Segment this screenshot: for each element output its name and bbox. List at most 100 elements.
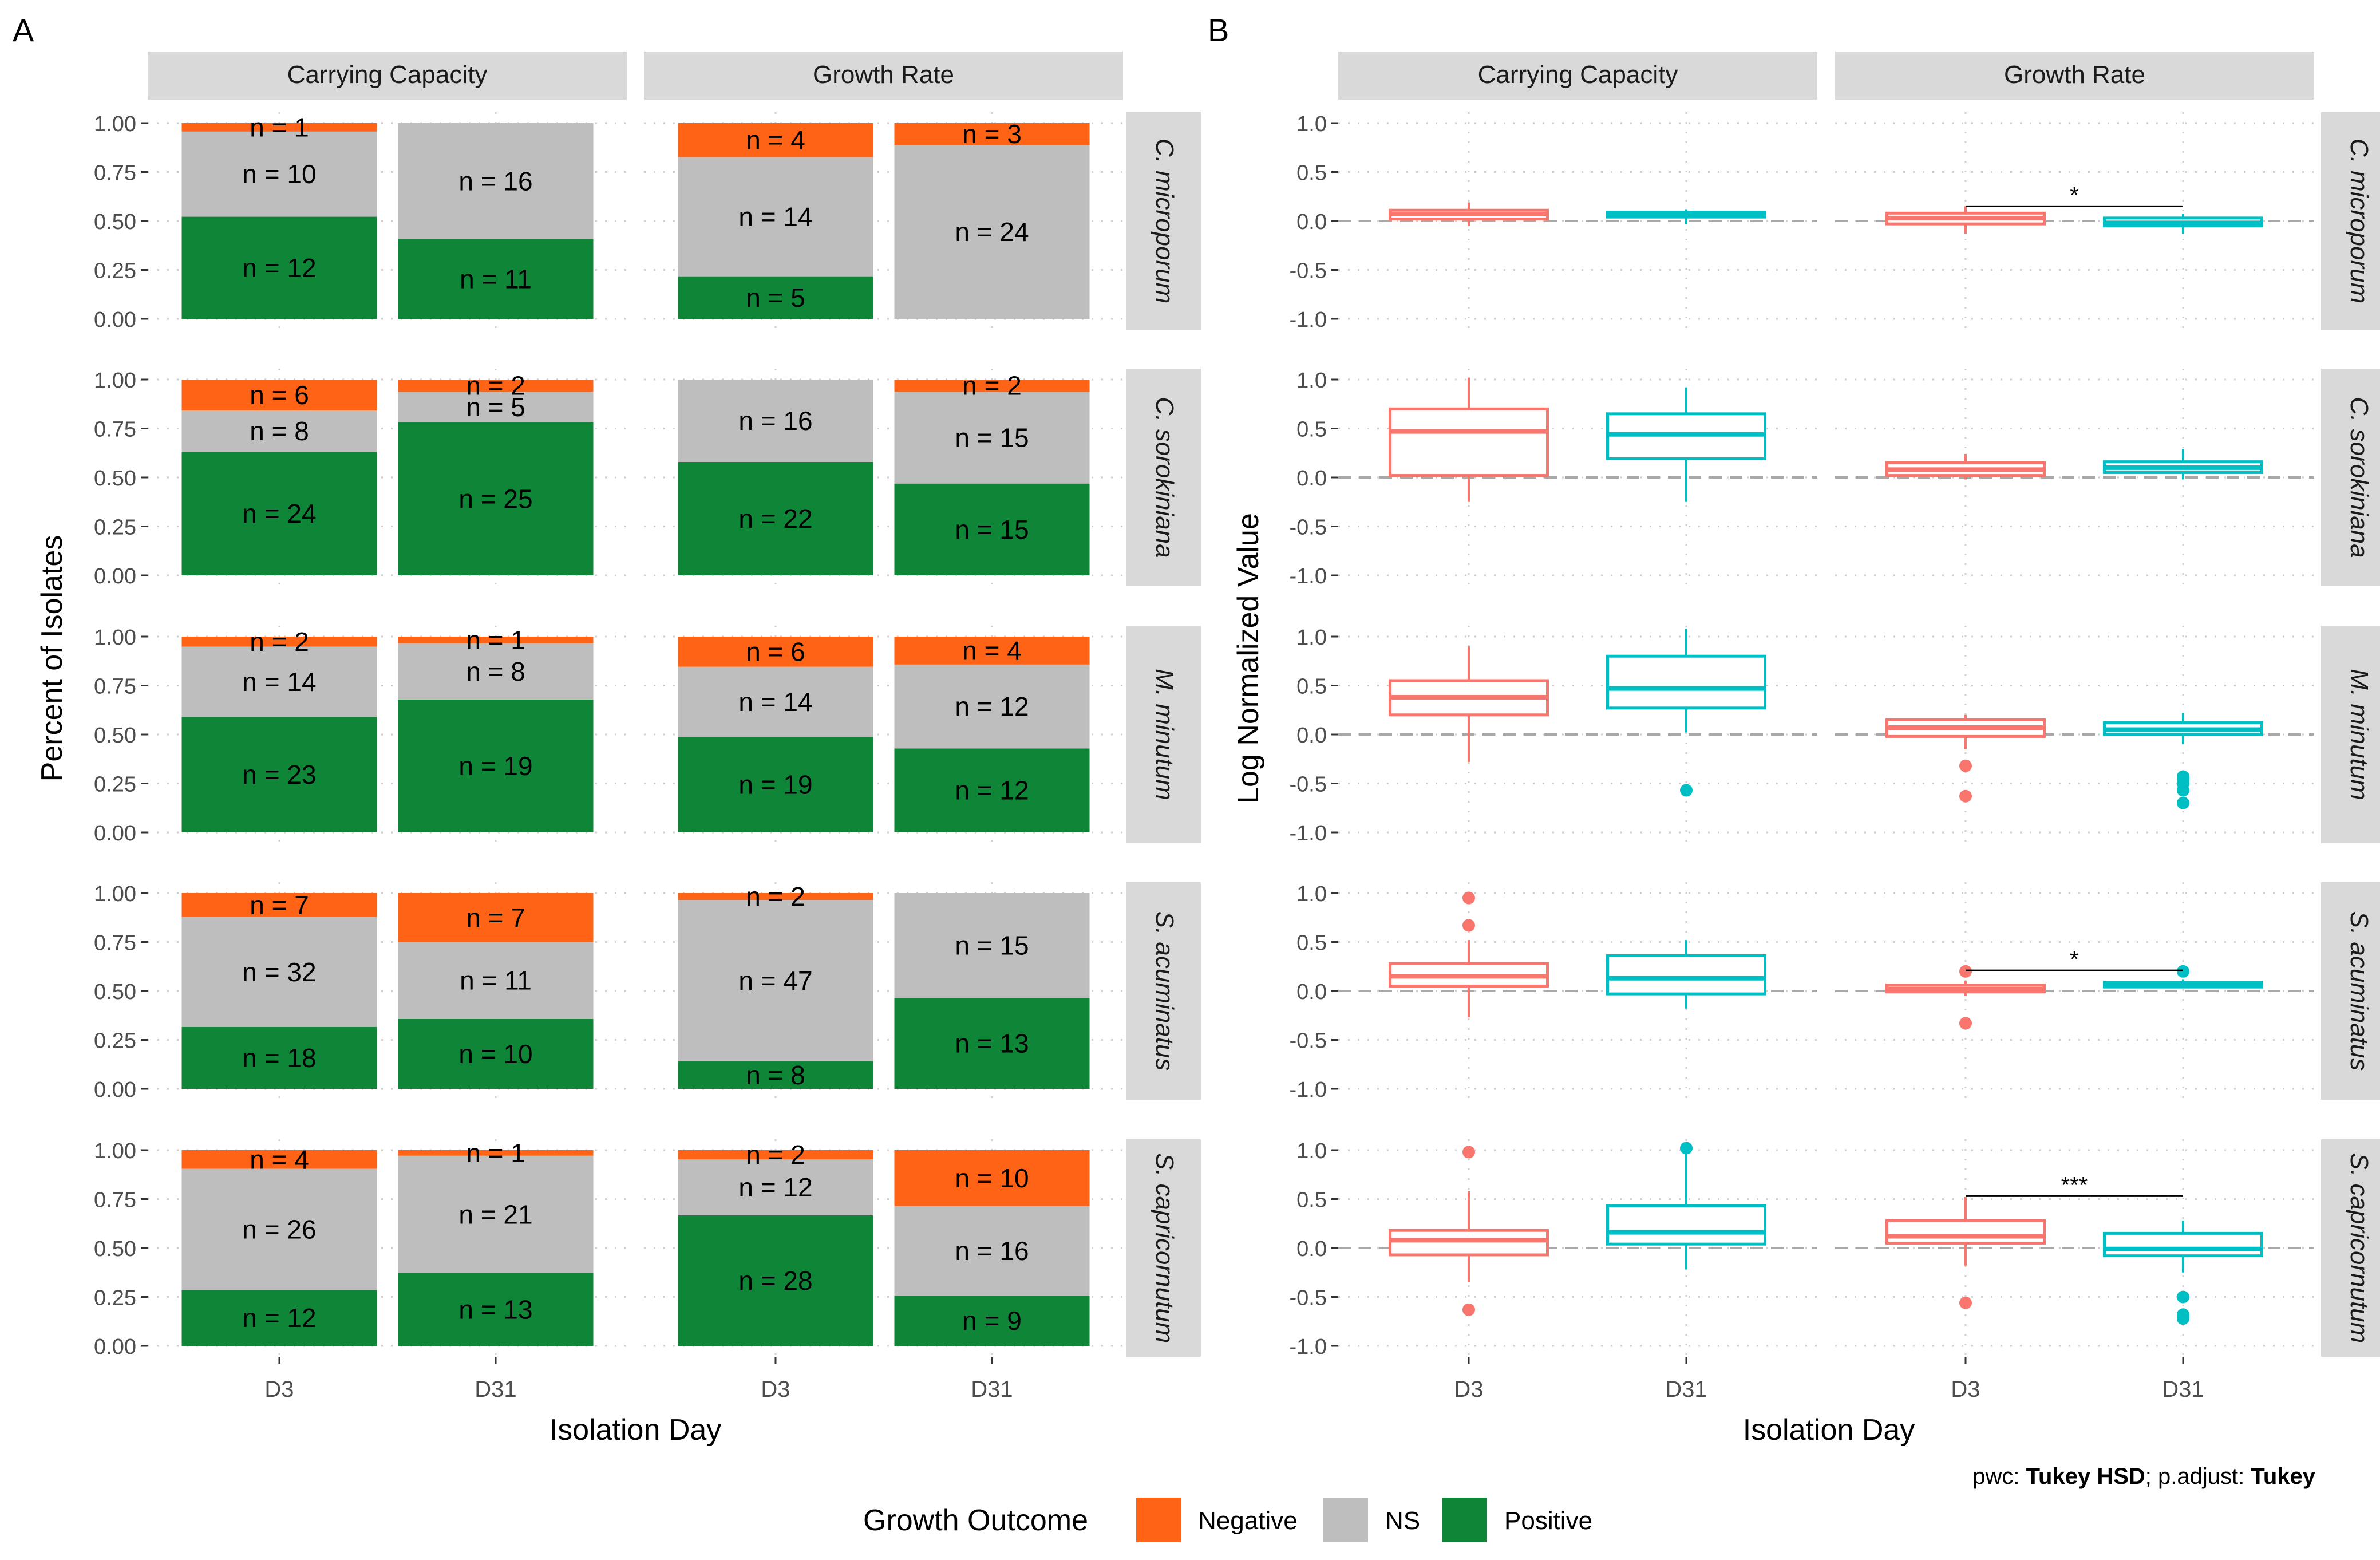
box-iqr — [2103, 1231, 2263, 1258]
bar-count-label: n = 24 — [955, 217, 1029, 247]
footnote: pwc: Tukey HSD; p.adjust: Tukey — [1972, 1464, 2316, 1489]
facet-strip-row-label: S. capricornutum — [2345, 1153, 2373, 1344]
y-tick-label: 0.5 — [1296, 1188, 1327, 1213]
facet-strip-row — [2321, 882, 2380, 1100]
y-tick-label: -0.5 — [1290, 516, 1327, 540]
bar-count-label: n = 8 — [746, 1060, 805, 1090]
legend-swatch-positive — [1442, 1498, 1487, 1542]
y-tick-label: -1.0 — [1290, 1078, 1327, 1102]
bar-count-label: n = 4 — [962, 635, 1022, 665]
bar-segment-ns — [398, 1155, 594, 1273]
bar-count-label: n = 14 — [738, 687, 812, 717]
bar-count-label: n = 12 — [242, 1303, 316, 1333]
y-tick-label: 0.5 — [1296, 931, 1327, 955]
y-tick-label: -1.0 — [1290, 564, 1327, 589]
bar-segment-positive — [181, 717, 377, 832]
bar-segment-negative — [181, 893, 377, 917]
bar-count-label: n = 12 — [738, 1172, 812, 1202]
bar-segment-negative — [894, 123, 1090, 145]
bar-segment-negative — [678, 893, 873, 900]
bar-count-label: n = 5 — [466, 392, 525, 422]
bar-count-label: n = 8 — [250, 416, 309, 446]
bar-segment-positive — [398, 239, 594, 319]
bar-segment-ns — [894, 145, 1090, 319]
bar-segment-negative — [398, 637, 594, 644]
box-outlier — [1959, 965, 1972, 978]
facet-strip-row — [2321, 1139, 2380, 1357]
bar-count-label: n = 1 — [466, 1138, 525, 1168]
bar-segment-negative — [398, 893, 594, 942]
stacked-bar-panel: Carrying Capacity Growth Rate C. microporu… — [94, 52, 1201, 1402]
facet-strip-row-label: S. acuminatus — [2345, 911, 2373, 1071]
bar-segment-negative — [181, 1150, 377, 1169]
y-tick-label: -1.0 — [1290, 1335, 1327, 1359]
bar-count-label: n = 14 — [738, 202, 812, 232]
box-iqr — [1885, 1219, 2046, 1245]
facet-strip-label: Carrying Capacity — [1478, 61, 1678, 89]
bar-segment-positive — [678, 737, 873, 832]
bar-segment-ns — [398, 942, 594, 1019]
y-tick-label: 0.50 — [94, 724, 136, 748]
y-tick-label: 0.00 — [94, 1078, 136, 1102]
bar-count-label: n = 12 — [955, 776, 1029, 805]
y-tick-label: 0.75 — [94, 161, 136, 185]
box-outlier — [1959, 1296, 1972, 1309]
bar-segment-ns — [181, 917, 377, 1027]
bar-segment-positive — [181, 216, 377, 319]
bar-count-label: n = 13 — [955, 1029, 1029, 1059]
box-outlier — [1959, 759, 1972, 772]
facet-strip-row-label: S. capricornutum — [1151, 1153, 1179, 1344]
y-tick-label: 0.50 — [94, 980, 136, 1004]
bar-count-label: n = 1 — [250, 112, 309, 142]
bar-count-label: n = 6 — [746, 637, 805, 666]
bar-count-label: n = 22 — [738, 504, 812, 534]
bar-count-label: n = 15 — [955, 931, 1029, 961]
y-tick-label: 0.25 — [94, 1029, 136, 1053]
y-tick-label: 0.00 — [94, 822, 136, 846]
y-tick-label: 0.25 — [94, 1286, 136, 1310]
box-outlier — [1462, 891, 1475, 905]
bar-count-label: n = 7 — [250, 890, 309, 920]
panel-label-b: B — [1208, 12, 1229, 48]
box-outlier — [1680, 1142, 1693, 1155]
bar-segment-positive — [398, 1018, 594, 1089]
y-tick-label: -1.0 — [1290, 822, 1327, 846]
bar-segment-ns — [678, 666, 873, 737]
bar-segment-negative — [678, 637, 873, 667]
facet-strip-row-label: C. sorokiniana — [2345, 397, 2373, 558]
bar-segment-ns — [181, 131, 377, 217]
facet-strip-row — [1126, 112, 1201, 330]
y-tick-label: 1.0 — [1296, 369, 1327, 393]
x-tick-label: D31 — [1665, 1377, 1707, 1402]
bar-segment-negative — [894, 380, 1090, 392]
facet-strip-row — [1126, 626, 1201, 843]
box-outlier — [1680, 784, 1693, 797]
bar-count-label: n = 8 — [466, 657, 525, 686]
bar-segment-negative — [678, 123, 873, 157]
bar-count-label: n = 12 — [242, 253, 316, 283]
bar-segment-positive — [894, 483, 1090, 575]
bar-segment-positive — [678, 276, 873, 319]
y-tick-label: 0.0 — [1296, 210, 1327, 234]
bar-segment-positive — [181, 452, 377, 575]
box-outlier — [2177, 1290, 2189, 1304]
legend-swatch-ns — [1323, 1498, 1368, 1542]
bar-count-label: n = 2 — [746, 882, 805, 911]
bar-segment-negative — [894, 1150, 1090, 1206]
bar-count-label: n = 10 — [242, 159, 316, 189]
bar-segment-negative — [398, 1150, 594, 1156]
bar-count-label: n = 21 — [458, 1199, 532, 1229]
bar-segment-ns — [181, 410, 377, 452]
bar-segment-ns — [894, 1206, 1090, 1296]
facet-strip-row — [2321, 369, 2380, 586]
bar-segment-positive — [678, 462, 873, 575]
bar-segment-positive — [894, 998, 1090, 1089]
y-tick-label: 0.00 — [94, 564, 136, 589]
box-iqr — [1389, 1229, 1549, 1257]
box-outlier — [1462, 1303, 1475, 1316]
bar-count-label: n = 16 — [458, 166, 532, 196]
bar-count-label: n = 16 — [738, 406, 812, 436]
legend: Growth Outcome Negative NS Positive — [863, 1498, 1592, 1542]
bar-segment-negative — [678, 1150, 873, 1160]
